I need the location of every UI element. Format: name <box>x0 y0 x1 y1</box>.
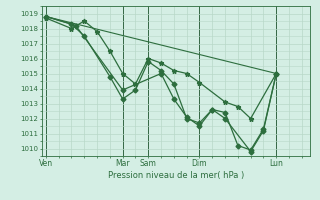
X-axis label: Pression niveau de la mer( hPa ): Pression niveau de la mer( hPa ) <box>108 171 244 180</box>
